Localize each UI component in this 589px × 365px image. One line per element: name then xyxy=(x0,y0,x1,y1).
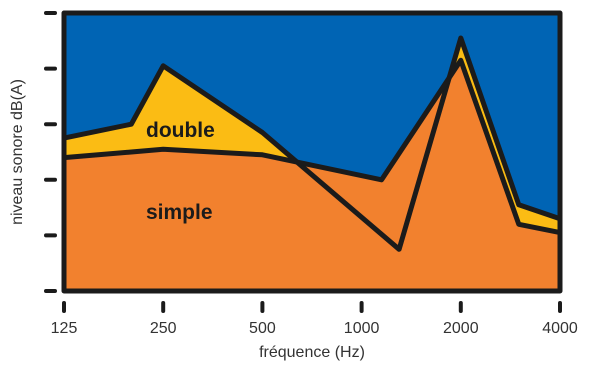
x-axis-ticks: 125 250 500 1000 2000 4000 xyxy=(51,301,578,337)
series-label-double: double xyxy=(146,119,215,142)
y-axis-ticks xyxy=(44,11,57,293)
x-tick-label-125: 125 xyxy=(51,320,78,337)
x-tick-label-500: 500 xyxy=(249,320,276,337)
x-tick-label-4000: 4000 xyxy=(542,320,578,337)
line-simple xyxy=(61,57,563,236)
y-axis-title: niveau sonore dB(A) xyxy=(9,79,26,225)
plot-frame xyxy=(61,10,563,294)
line-double xyxy=(61,35,563,252)
series-label-simple: simple xyxy=(146,201,213,224)
x-tick-label-2000: 2000 xyxy=(443,320,479,337)
x-tick-label-250: 250 xyxy=(150,320,177,337)
x-tick-label-1000: 1000 xyxy=(344,320,380,337)
x-axis-title: fréquence (Hz) xyxy=(259,344,365,361)
